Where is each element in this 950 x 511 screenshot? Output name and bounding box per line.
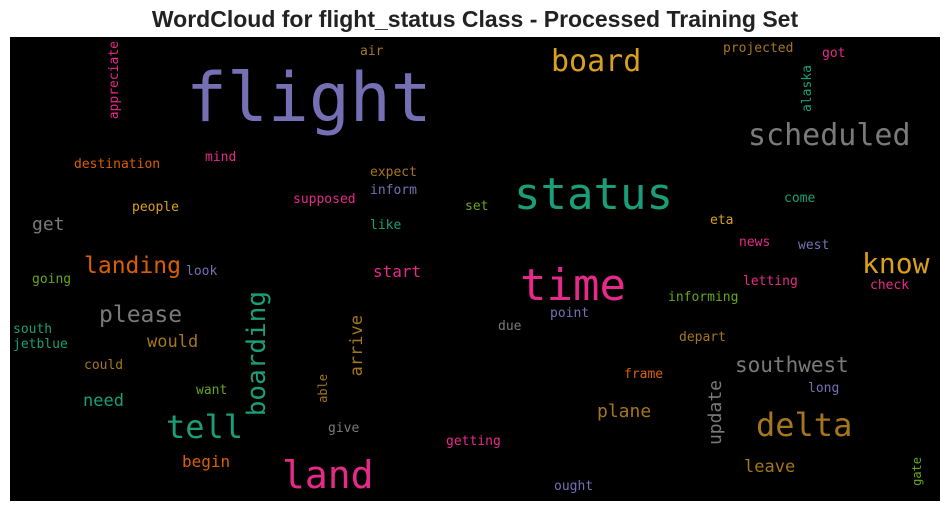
word-boarding: boarding	[242, 291, 272, 417]
word-appreciate: appreciate	[107, 41, 122, 120]
word-gate: gate	[910, 457, 924, 486]
word-board: board	[551, 44, 642, 79]
word-point: point	[550, 306, 590, 321]
word-would: would	[147, 332, 199, 352]
word-status: status	[514, 169, 673, 220]
word-leave: leave	[744, 457, 796, 477]
word-letting: letting	[743, 274, 798, 289]
word-please: please	[99, 302, 183, 328]
word-going: going	[32, 272, 72, 287]
word-expect: expect	[370, 165, 417, 180]
word-frame: frame	[624, 367, 664, 382]
word-plane: plane	[597, 401, 652, 422]
chart-title: WordCloud for flight_status Class - Proc…	[151, 6, 799, 32]
word-west: west	[798, 238, 830, 253]
word-destination: destination	[74, 157, 161, 172]
word-delta: delta	[756, 406, 853, 444]
word-begin: begin	[182, 452, 231, 471]
word-able: able	[316, 374, 330, 403]
word-supposed: supposed	[293, 192, 356, 207]
word-time: time	[520, 260, 626, 311]
word-look: look	[186, 264, 218, 279]
word-inform: inform	[370, 183, 417, 198]
word-land: land	[282, 453, 374, 497]
word-eta: eta	[710, 213, 734, 228]
word-long: long	[808, 381, 840, 396]
word-southwest: southwest	[735, 353, 849, 377]
word-projected: projected	[723, 41, 794, 56]
word-give: give	[328, 421, 360, 436]
word-want: want	[196, 383, 228, 398]
word-update: update	[705, 380, 726, 446]
word-informing: informing	[668, 290, 739, 305]
word-scheduled: scheduled	[748, 118, 911, 153]
word-could: could	[84, 358, 124, 373]
word-news: news	[739, 235, 771, 250]
word-set: set	[465, 199, 489, 214]
word-getting: getting	[446, 434, 501, 449]
word-depart: depart	[679, 330, 726, 345]
word-people: people	[132, 200, 179, 215]
word-need: need	[83, 391, 124, 411]
word-got: got	[822, 46, 846, 61]
word-know: know	[862, 247, 930, 280]
word-air: air	[360, 44, 384, 59]
word-south: south	[13, 322, 53, 337]
word-come: come	[784, 191, 816, 206]
word-alaska: alaska	[800, 65, 815, 112]
word-tell: tell	[166, 408, 244, 446]
wordcloud-canvas: flight status time land board scheduled delta t…	[10, 37, 940, 501]
word-ought: ought	[554, 479, 594, 494]
word-jetblue: jetblue	[13, 337, 68, 352]
word-like: like	[370, 218, 402, 233]
word-get: get	[32, 214, 65, 235]
word-due: due	[498, 319, 522, 334]
word-arrive: arrive	[347, 315, 367, 377]
word-start: start	[373, 262, 422, 281]
word-mind: mind	[205, 150, 237, 165]
word-check: check	[870, 278, 910, 293]
word-flight: flight	[186, 59, 432, 138]
word-landing: landing	[84, 253, 181, 279]
